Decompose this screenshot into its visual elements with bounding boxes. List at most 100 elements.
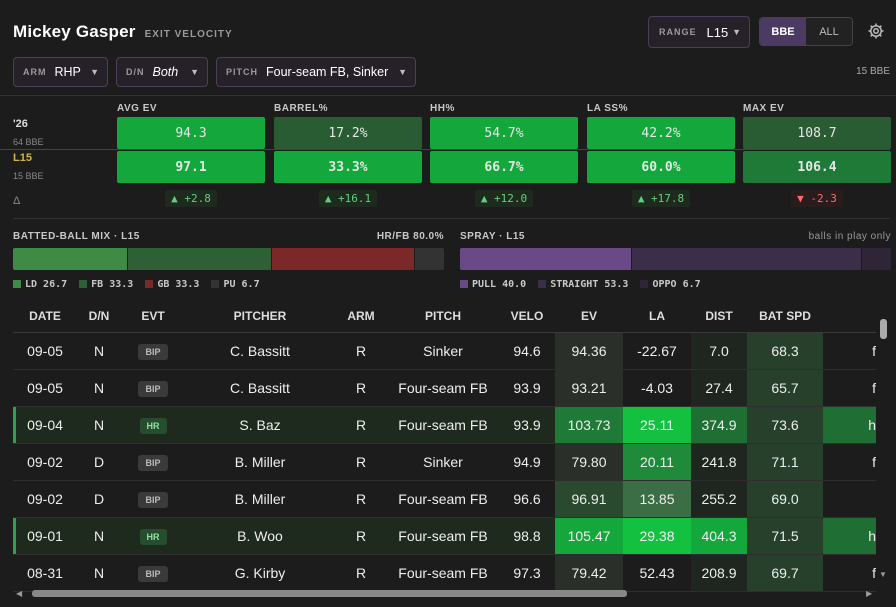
divider [0,95,896,96]
spray-legend-item: OPPO 6.7 [640,279,701,290]
toggle-all[interactable]: ALL [806,18,852,45]
spray-legend-item: PULL 40.0 [460,279,526,290]
mix-legend-item: LD 26.7 [13,279,67,290]
cell-ev: 96.91 [555,480,623,518]
mix-swatch [145,280,154,288]
stat-delta: ▼ -2.3 [743,190,891,207]
table-row[interactable]: 09-01 N HR B. Woo R Four-seam FB 98.8 105.47 29.… [13,517,876,555]
stat-recent-value: 66.7% [430,151,578,183]
mix-swatch [13,280,21,288]
horizontal-scrollbar[interactable] [32,590,627,597]
batted-ball-table: DATE D/N EVT PITCHER ARM PITCH VELO EV LA DIST BAT… [13,300,876,592]
cell-dist: 374.9 [691,406,747,444]
cell-la: -4.03 [623,369,691,407]
batted-mix-legend: LD 26.7 FB 33.3 GB 33.3 PU 6.7 [13,279,260,290]
cell-velo: 98.8 [499,517,555,555]
stat-delta: ▲ +17.8 [587,190,735,207]
dn-filter[interactable]: D/N Both ▼ [116,57,208,87]
cell-dist: 255.2 [691,480,747,518]
cell-extra: f [823,332,876,370]
page-subtitle: EXIT VELOCITY [144,29,233,40]
cell-ev: 93.21 [555,369,623,407]
column-header-bat-spd[interactable]: BAT SPD [747,300,823,333]
table-row[interactable]: 08-31 N BIP G. Kirby R Four-seam FB 97.3 79.42 5… [13,554,876,592]
column-header-ev[interactable]: EV [555,300,623,333]
gear-icon[interactable] [867,22,885,40]
column-header-evt[interactable]: EVT [121,300,185,333]
recent-sub: 15 BBE [13,171,44,181]
stat-delta-value: ▲ +12.0 [474,190,534,207]
cell-pitch: Sinker [387,332,499,370]
scroll-right-icon[interactable]: ▶ [866,589,873,598]
cell-extra: h [823,517,876,555]
column-header-la[interactable]: LA [623,300,691,333]
vertical-scrollbar[interactable] [880,319,887,339]
mix-legend-item: FB 33.3 [79,279,133,290]
range-value: L15 [706,24,729,40]
cell-arm: R [335,480,387,518]
mix-legend-text: FB 33.3 [91,279,134,290]
table-row[interactable]: 09-04 N HR S. Baz R Four-seam FB 93.9 103.73 25.… [13,406,876,444]
cell-date: 09-05 [13,332,77,370]
cell-pitch: Four-seam FB [387,480,499,518]
stat-delta-value: ▼ -2.3 [791,190,843,207]
range-select[interactable]: RANGE L15 ▼ [648,16,750,48]
stat-recent-value: 33.3% [274,151,422,183]
cell-extra [823,480,876,518]
delta-label: Δ [13,195,21,207]
bbe-all-toggle[interactable]: BBE ALL [759,17,853,46]
cell-la: 29.38 [623,517,691,555]
recent-label: L15 [13,152,32,164]
mix-segment-fb [128,248,272,270]
cell-pitcher: B. Miller [185,480,335,518]
mix-swatch [211,280,220,288]
stat-delta-value: ▲ +2.8 [165,190,217,207]
cell-pitcher: C. Bassitt [185,332,335,370]
table-row[interactable]: 09-02 D BIP B. Miller R Sinker 94.9 79.80 20.11 2… [13,443,876,481]
column-header-extra[interactable] [823,300,876,333]
cell-date: 09-01 [13,517,77,555]
cell-evt: BIP [121,443,185,481]
stat-season-value: 108.7 [743,117,891,149]
divider [13,218,890,219]
table-row[interactable]: 09-05 N BIP C. Bassitt R Sinker 94.6 94.36 -22.6… [13,332,876,370]
mix-segment-ld [13,248,129,270]
stat-recent-value: 106.4 [743,151,891,183]
cell-dn: N [77,406,121,444]
pitch-filter[interactable]: PITCH Four-seam FB, Sinker ▼ [216,57,416,87]
column-header-date[interactable]: DATE [13,300,77,333]
column-header-pitch[interactable]: PITCH [387,300,499,333]
cell-date: 09-02 [13,480,77,518]
spray-segment-oppo [862,248,891,270]
arm-filter[interactable]: ARM RHP ▼ [13,57,108,87]
cell-evt: BIP [121,554,185,592]
mix-swatch [79,280,88,288]
toggle-bbe[interactable]: BBE [760,18,806,45]
mix-legend-text: LD 26.7 [25,279,68,290]
cell-velo: 96.6 [499,480,555,518]
batted-mix-bar [13,248,444,270]
stat-season-value: 54.7% [430,117,578,149]
scroll-left-icon[interactable]: ◀ [16,589,23,598]
cell-pitch: Sinker [387,443,499,481]
column-header-arm[interactable]: ARM [335,300,387,333]
chevron-down-icon: ▼ [90,67,99,77]
table-row[interactable]: 09-02 D BIP B. Miller R Four-seam FB 96.6 96.91… [13,480,876,518]
cell-extra: h [823,406,876,444]
arm-filter-label: ARM [23,67,47,77]
column-header-velo[interactable]: VELO [499,300,555,333]
stat-season-value: 42.2% [587,117,735,149]
table-row[interactable]: 09-05 N BIP C. Bassitt R Four-seam FB 93.9 93.2… [13,369,876,407]
spray-swatch [460,280,468,288]
scroll-down-icon[interactable]: ▼ [879,570,887,579]
cell-date: 09-02 [13,443,77,481]
spray-swatch [538,280,547,288]
title-group: Mickey Gasper EXIT VELOCITY [13,22,233,42]
event-badge: BIP [138,565,168,582]
stat-header: LA SS% [587,103,628,114]
column-header-dist[interactable]: DIST [691,300,747,333]
pitch-filter-label: PITCH [226,67,258,77]
column-header-pitcher[interactable]: PITCHER [185,300,335,333]
column-header-d-n[interactable]: D/N [77,300,121,333]
cell-ev: 79.80 [555,443,623,481]
